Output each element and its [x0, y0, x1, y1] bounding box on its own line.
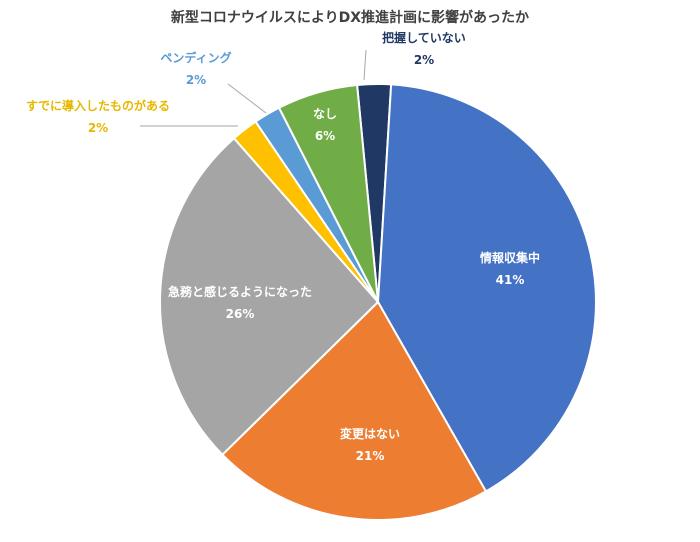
leader-line-5 — [227, 83, 267, 114]
leader-lines-group — [140, 49, 367, 127]
slice-label-2: 変更はない — [340, 426, 400, 441]
pie-slice-3 — [159, 136, 380, 457]
slice-label-3: 急務と感じるようになった — [168, 284, 312, 299]
pie-slice-2 — [220, 300, 488, 521]
slice-label-4: すでに導入したものがある — [26, 98, 170, 113]
slice-label-6: なし — [313, 107, 337, 121]
slice-percent-1: 41% — [496, 273, 525, 287]
slice-percent-5: 2% — [186, 73, 206, 87]
slice-label-5: ペンディング — [160, 50, 231, 65]
slice-label-1: 情報収集中 — [480, 250, 540, 265]
slices-group — [159, 83, 597, 521]
slice-percent-6: 6% — [315, 129, 335, 143]
pie-slice-1 — [376, 83, 597, 493]
slice-percent-3: 26% — [226, 307, 255, 321]
pie-slice-6 — [277, 83, 379, 303]
slice-percent-0: 2% — [414, 53, 434, 67]
leader-line-0 — [363, 49, 367, 81]
slice-label-0: 把握していない — [382, 30, 466, 45]
labels-group: 把握していない 2% 情報収集中 41% 変更はない 21% 急務と感じるようになった 26%… — [26, 30, 540, 463]
slice-percent-2: 21% — [356, 449, 385, 463]
slice-percent-4: 2% — [88, 121, 108, 135]
chart-title: 新型コロナウイルスによりDX推進計画に影響があったか — [171, 9, 529, 26]
